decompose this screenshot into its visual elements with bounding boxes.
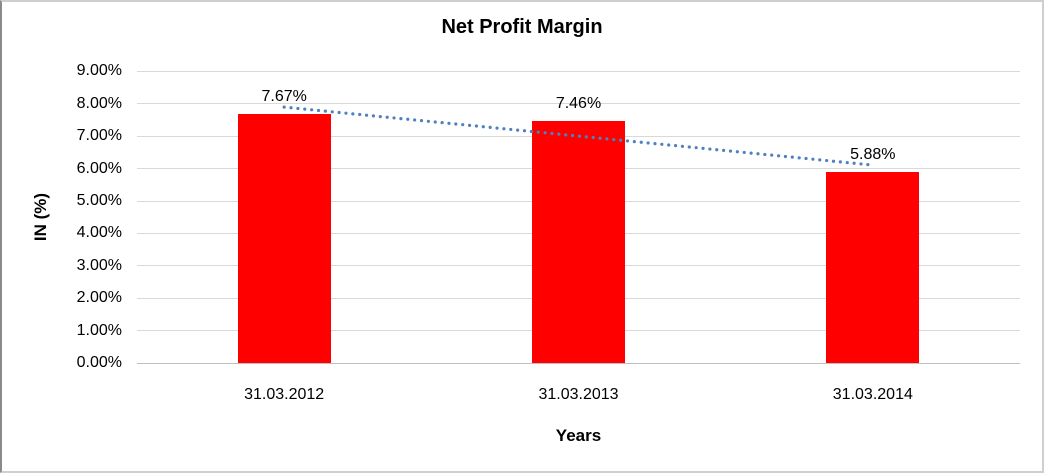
y-tick-label: 2.00% — [76, 289, 122, 307]
y-tick-label: 5.00% — [76, 192, 122, 209]
gridline — [137, 103, 1020, 105]
bar-value-label: 7.46% — [555, 95, 602, 113]
y-tick-label: 3.00% — [76, 256, 122, 274]
bar — [237, 114, 331, 363]
x-axis-line — [137, 362, 1020, 364]
bar — [826, 172, 920, 363]
bar-value-label: 7.67% — [261, 88, 307, 106]
x-category-label: 31.03.2012 — [244, 386, 325, 403]
x-category-label: 31.03.2014 — [832, 386, 913, 403]
bar-value-label: 5.88% — [850, 146, 896, 164]
x-axis-title: Years — [555, 426, 602, 445]
y-tick-label: 0.00% — [76, 354, 122, 371]
gridline — [137, 70, 1020, 72]
x-category-label: 31.03.2013 — [538, 386, 619, 403]
y-tick-label: 1.00% — [76, 321, 122, 339]
bar — [532, 121, 625, 363]
chart-title: Net Profit Margin — [441, 16, 603, 38]
y-tick-label: 4.00% — [76, 224, 122, 242]
y-tick-label: 8.00% — [76, 94, 122, 112]
y-tick-label: 7.00% — [76, 127, 122, 145]
y-tick-label: 6.00% — [76, 159, 122, 177]
y-tick-label: 9.00% — [76, 62, 122, 80]
